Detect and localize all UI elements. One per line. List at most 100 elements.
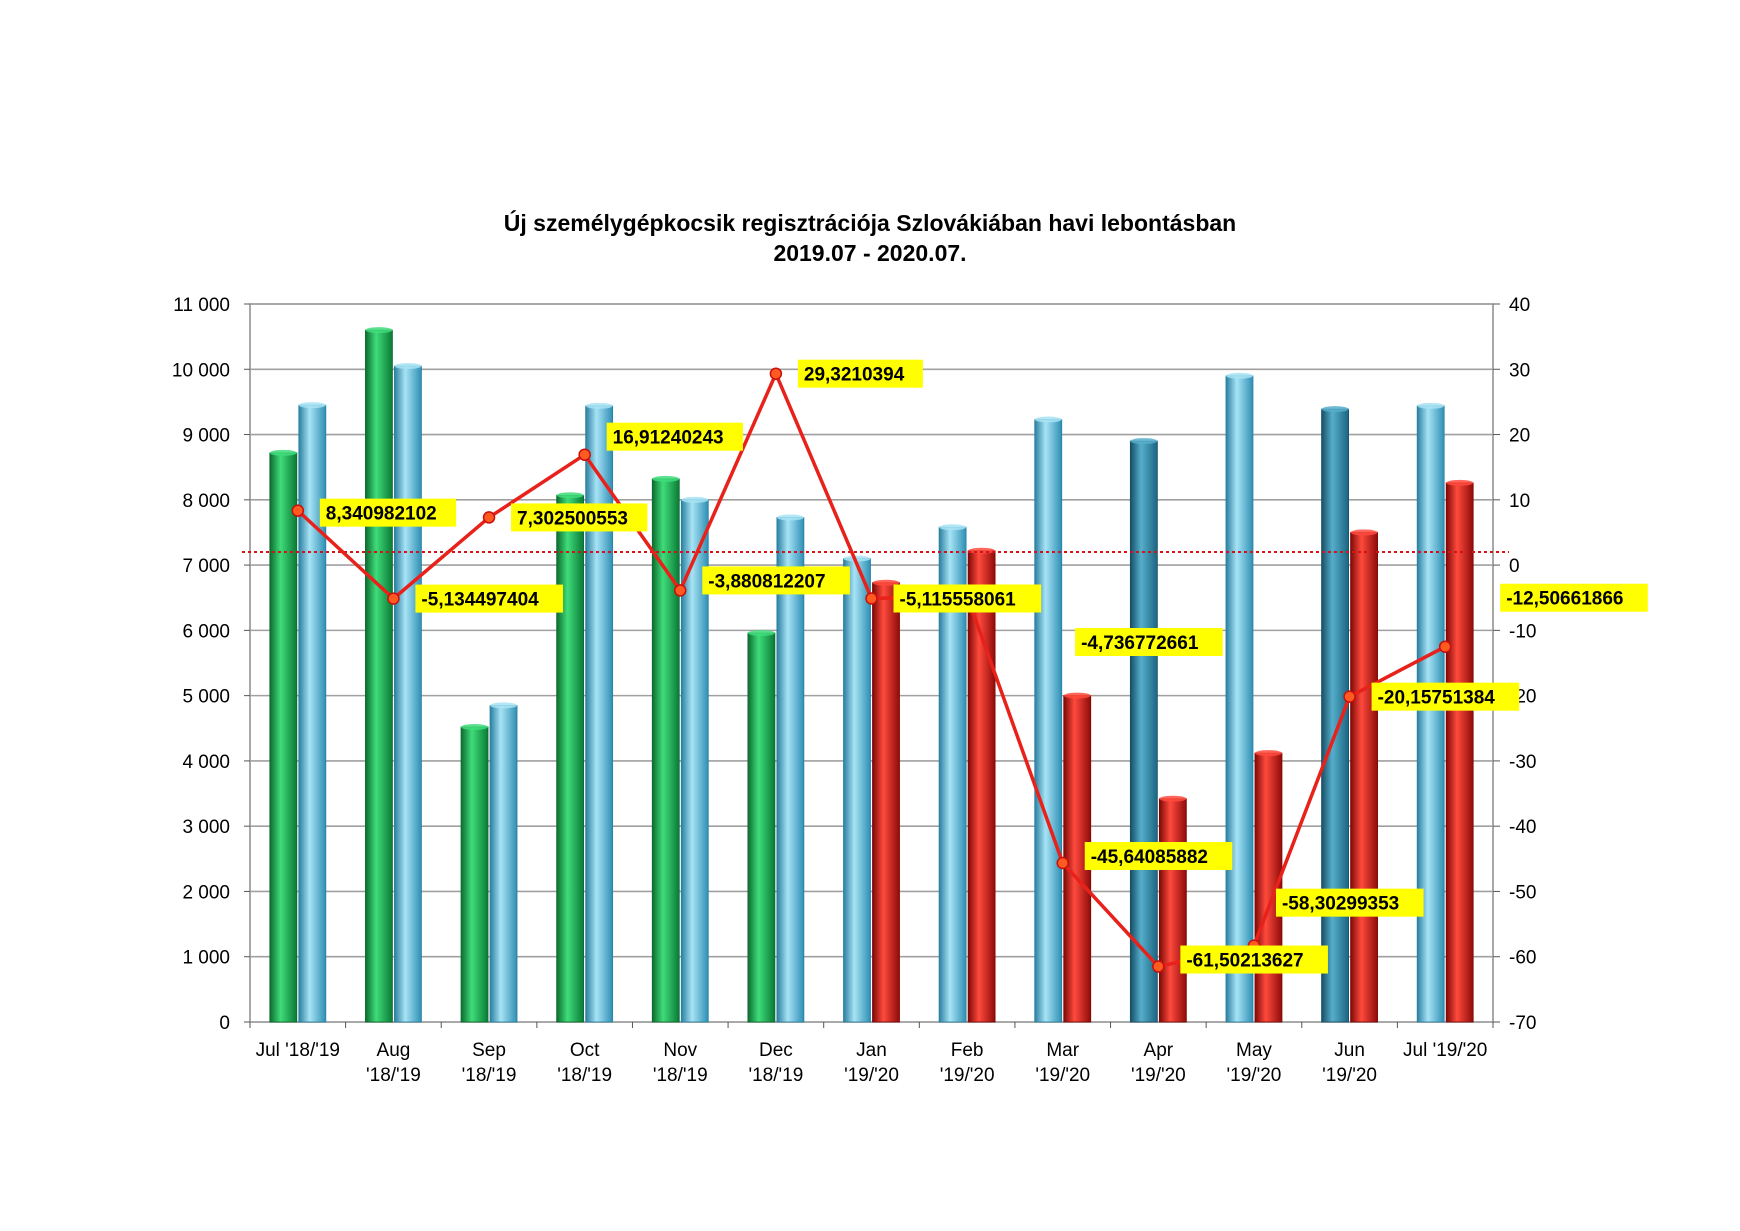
bar	[651, 478, 680, 1023]
data-label-box	[1371, 682, 1520, 711]
bar	[747, 632, 776, 1023]
bar	[489, 705, 518, 1023]
bar	[585, 405, 614, 1023]
y-right-tick-label: -50	[1509, 882, 1536, 903]
x-tick-label: Apr	[1144, 1040, 1174, 1061]
x-tick-label: '19/'20	[844, 1065, 899, 1086]
x-tick-label: Mar	[1046, 1040, 1079, 1061]
bar-cap	[1063, 692, 1091, 699]
bar-cap	[872, 579, 900, 586]
data-label: 16,91240243	[613, 428, 724, 449]
x-tick-label: '18/'19	[462, 1065, 517, 1086]
bar-cap	[1225, 372, 1253, 379]
series-point	[1343, 690, 1356, 703]
data-label: -58,30299353	[1282, 894, 1399, 915]
bar-cap	[1417, 402, 1445, 409]
data-label-box	[1500, 583, 1648, 612]
y-right-tick-label: 10	[1509, 491, 1530, 512]
y-right-tick-label: 40	[1509, 295, 1530, 316]
bar-cap	[585, 402, 613, 409]
bar-cap	[747, 629, 775, 636]
x-tick-label: Sep	[472, 1040, 506, 1061]
x-tick-label: '19/'20	[1227, 1065, 1282, 1086]
y-left-tick-label: 4 000	[182, 752, 230, 773]
bar-cap	[1321, 406, 1349, 413]
y-left-tick-label: 6 000	[182, 621, 230, 642]
y-left-tick-label: 8 000	[182, 491, 230, 512]
series-point	[1152, 960, 1165, 973]
data-label: -20,15751384	[1378, 688, 1496, 709]
data-label: -61,50213627	[1186, 951, 1303, 972]
bar-cap	[939, 524, 967, 531]
bar	[556, 494, 585, 1023]
x-tick-label: Oct	[570, 1040, 600, 1061]
x-tick-label: Jan	[856, 1040, 887, 1061]
x-tick-label: Nov	[663, 1040, 697, 1061]
y-left-tick-label: 5 000	[182, 687, 230, 708]
data-label: -5,134497404	[421, 590, 539, 611]
y-left-tick-label: 1 000	[182, 948, 230, 969]
y-right-tick-label: -40	[1509, 817, 1536, 838]
x-tick-label: '19/'20	[1131, 1065, 1186, 1086]
data-label: 8,340982102	[326, 504, 437, 525]
data-label: -4,736772661	[1081, 633, 1199, 654]
chart-title: Új személygépkocsik regisztrációja Szlov…	[503, 210, 1237, 236]
y-right-tick-label: -70	[1509, 1013, 1536, 1034]
y-left-tick-label: 0	[219, 1013, 230, 1034]
data-label: -45,64085882	[1091, 847, 1208, 868]
chart-subtitle: 2019.07 - 2020.07.	[773, 240, 967, 266]
data-label-box	[702, 566, 850, 595]
bar-cap	[365, 327, 393, 334]
series-point	[482, 511, 496, 524]
bar	[1321, 408, 1349, 1023]
data-label: -3,880812207	[708, 571, 825, 592]
bar	[1445, 482, 1474, 1023]
x-tick-label: Jun	[1334, 1040, 1365, 1061]
data-label-box	[1275, 888, 1424, 917]
series-point	[1438, 640, 1452, 653]
bar-cap	[843, 555, 871, 562]
bar	[365, 329, 393, 1023]
x-tick-label: Feb	[951, 1040, 984, 1061]
data-label-box	[606, 422, 743, 451]
bar	[298, 404, 327, 1023]
bar-cap	[1446, 479, 1474, 486]
bar	[1416, 405, 1445, 1023]
x-tick-label: Jul '18/'19	[256, 1040, 340, 1061]
y-left-tick-label: 10 000	[172, 360, 230, 381]
data-label: 29,3210394	[804, 365, 905, 386]
y-right-tick-label: 0	[1509, 556, 1520, 577]
bar	[1034, 419, 1063, 1023]
x-tick-label: May	[1236, 1040, 1272, 1061]
y-left-tick-label: 7 000	[182, 556, 230, 577]
bar	[269, 452, 298, 1023]
bar	[1225, 375, 1254, 1023]
x-tick-label: '18/'19	[366, 1065, 421, 1086]
x-tick-label: Jul '19/'20	[1403, 1040, 1487, 1061]
bar-cap	[394, 363, 422, 370]
x-tick-label: Dec	[759, 1040, 793, 1061]
x-tick-label: '18/'19	[748, 1065, 803, 1086]
y-right-tick-label: 20	[1509, 426, 1530, 447]
bar	[1129, 440, 1158, 1023]
data-label-box	[511, 503, 648, 532]
bar-cap	[1034, 416, 1062, 423]
series-point	[674, 584, 687, 597]
data-label-box	[1075, 628, 1223, 657]
series-point	[769, 367, 783, 380]
bar	[872, 582, 900, 1023]
bar	[460, 726, 489, 1023]
data-label: 7,302500553	[517, 508, 628, 529]
series-point	[865, 592, 878, 605]
x-tick-label: Aug	[377, 1040, 411, 1061]
series-point	[291, 504, 305, 517]
series-point	[1056, 856, 1069, 870]
bar-cap	[490, 702, 518, 709]
series-point	[387, 592, 400, 605]
bar	[1350, 532, 1378, 1023]
y-left-tick-label: 9 000	[182, 426, 230, 447]
data-label-box	[797, 359, 923, 388]
data-label-box	[893, 584, 1042, 613]
